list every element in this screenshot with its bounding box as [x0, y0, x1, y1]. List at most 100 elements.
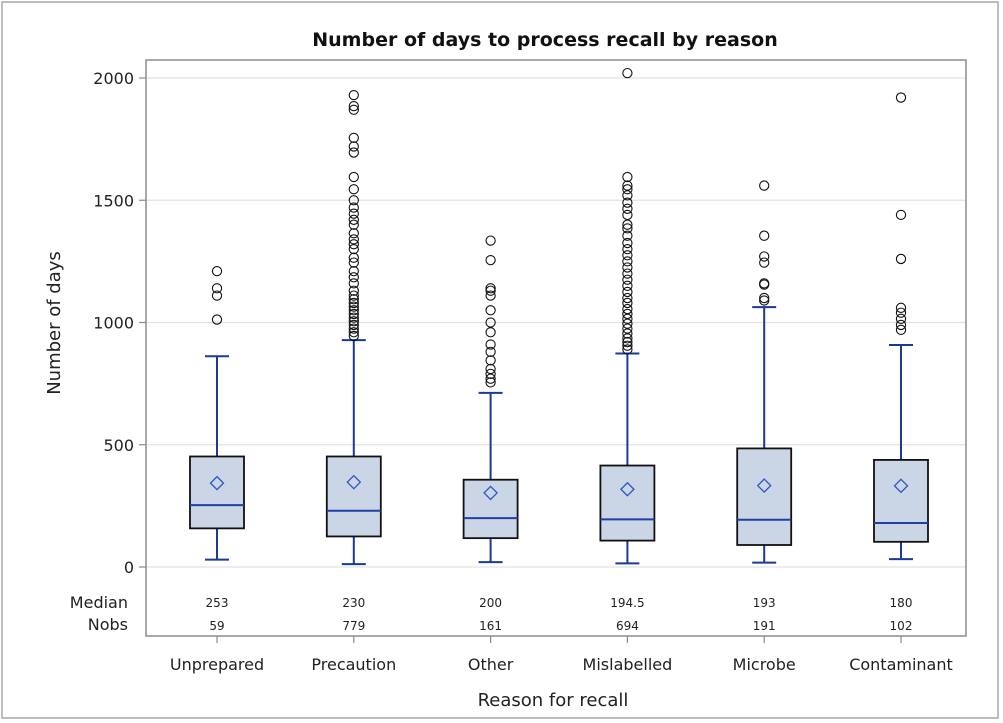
outlier-point [348, 239, 359, 250]
outlier-point [622, 223, 633, 234]
outlier-point [895, 92, 907, 103]
outlier-point [485, 255, 496, 266]
outlier-point [348, 308, 359, 320]
stats-table: Median Nobs 253 59 230 779 200 161 194.5 694 193… [70, 593, 913, 634]
outlier-point [622, 323, 633, 334]
y-tick-label: 1000 [93, 314, 134, 333]
outlier-point [348, 214, 359, 225]
mean-marker [483, 485, 499, 501]
box-microbe [736, 180, 793, 564]
iqr-box [599, 464, 656, 542]
outlier-point [485, 377, 496, 388]
outlier-point [622, 262, 633, 273]
outlier-point [759, 251, 770, 262]
outlier-point [622, 219, 633, 230]
outlier-point [622, 237, 633, 249]
box-other [462, 235, 519, 564]
outlier-point [348, 234, 359, 245]
outlier-point [622, 328, 633, 339]
mean-marker [346, 474, 362, 490]
outlier-point [622, 209, 633, 221]
outlier-point [759, 295, 770, 306]
outlier-point [348, 89, 359, 101]
outlier-point [622, 243, 633, 255]
outlier-point [348, 305, 359, 316]
outlier-point [622, 303, 633, 315]
outlier-point [759, 278, 770, 289]
x-category-label: Mislabelled [583, 655, 673, 674]
outlier-point [211, 266, 223, 277]
outlier-point [211, 283, 223, 294]
iqr-box [325, 455, 382, 538]
x-category-label: Contaminant [849, 655, 953, 674]
box-contaminant [873, 92, 929, 561]
x-axis-label: Reason for recall [478, 690, 629, 711]
outlier-point [348, 147, 359, 158]
box-mislabelled [599, 67, 656, 565]
nobs-value: 161 [479, 619, 502, 633]
outlier-point [348, 323, 359, 334]
outlier-point [348, 290, 359, 301]
x-category-label: Precaution [311, 655, 396, 674]
mean-marker [209, 475, 225, 491]
outlier-point [348, 219, 359, 230]
x-category-label: Microbe [733, 655, 796, 674]
median-value: 253 [206, 596, 229, 610]
outlier-point [622, 190, 633, 201]
y-tick-label: 500 [103, 436, 134, 455]
outlier-point [348, 266, 359, 277]
outlier-point [622, 184, 633, 195]
outlier-point [485, 317, 496, 328]
outlier-point [622, 256, 633, 267]
outlier-point [622, 268, 633, 279]
x-category-label: Other [468, 655, 514, 674]
x-category-label: Unprepared [170, 655, 264, 674]
outlier-point [622, 280, 633, 291]
outlier-point [485, 285, 496, 296]
outlier-point [622, 344, 633, 355]
nobs-value: 59 [209, 619, 224, 633]
outlier-point [485, 283, 496, 294]
nobs-value: 779 [342, 619, 365, 633]
outlier-point [622, 250, 633, 261]
outlier-point [485, 290, 496, 301]
outlier-point [348, 208, 359, 219]
nobs-value: 102 [890, 619, 913, 633]
y-tick-label: 2000 [93, 69, 134, 88]
outlier-point [348, 257, 359, 268]
outlier-point [622, 308, 633, 320]
outlier-point [348, 100, 359, 112]
outlier-point [622, 230, 633, 241]
outlier-point [348, 243, 359, 255]
outlier-point [348, 312, 359, 323]
y-axis-label: Number of days [44, 251, 65, 395]
outlier-point [485, 355, 496, 366]
mean-marker [756, 478, 772, 494]
y-tick-label: 1500 [93, 191, 134, 210]
y-tick-label: 0 [124, 558, 134, 577]
outlier-point [895, 313, 907, 324]
outlier-point [348, 141, 359, 152]
iqr-box [873, 459, 929, 543]
mean-marker [893, 478, 909, 494]
outlier-point [348, 316, 359, 327]
outlier-point [348, 195, 359, 206]
outlier-point [895, 319, 907, 331]
outlier-point [348, 272, 359, 283]
outlier-point [211, 314, 223, 325]
outlier-point [622, 292, 633, 304]
outlier-point [622, 67, 633, 79]
outlier-point [348, 294, 359, 305]
outlier-point [348, 327, 359, 338]
outlier-point [485, 327, 496, 338]
outlier-point [622, 297, 633, 309]
outlier-point [622, 274, 633, 285]
median-value: 200 [479, 596, 502, 610]
y-axis-ticks: 0 500 1000 1500 2000 [93, 69, 146, 577]
outlier-point [348, 252, 359, 263]
median-row-label: Median [70, 593, 128, 612]
box-unprepared [189, 266, 245, 561]
outlier-point [348, 301, 359, 312]
